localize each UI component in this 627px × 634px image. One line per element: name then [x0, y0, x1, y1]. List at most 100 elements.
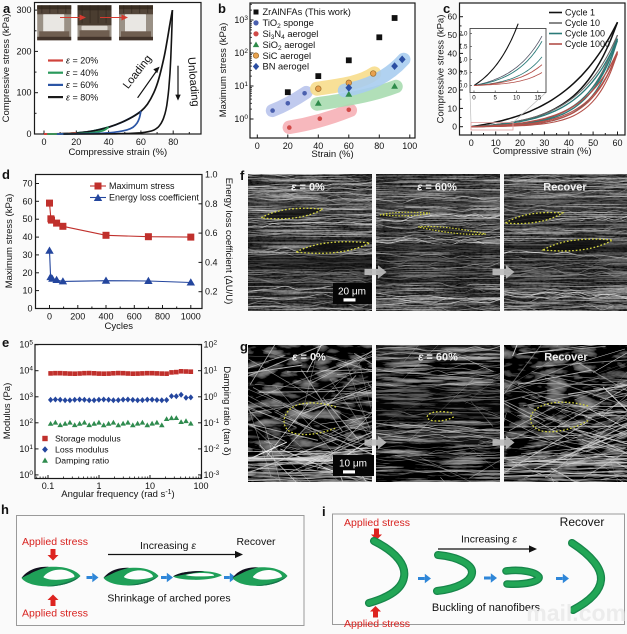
svg-text:Energy loss coefficient: Energy loss coefficient — [109, 193, 199, 203]
svg-text:Applied stress: Applied stress — [22, 608, 88, 620]
svg-text:SiC aerogel: SiC aerogel — [263, 51, 312, 61]
svg-text:Buckling of nanofibers: Buckling of nanofibers — [432, 602, 541, 614]
svg-text:30: 30 — [22, 250, 32, 260]
svg-text:Damping ratio: Damping ratio — [55, 456, 109, 466]
svg-text:Cycle 100: Cycle 100 — [565, 29, 605, 39]
svg-text:70: 70 — [22, 179, 32, 189]
svg-text:a: a — [3, 1, 11, 16]
svg-text:ZrAlNFAs (This work): ZrAlNFAs (This work) — [263, 7, 351, 17]
svg-text:5: 5 — [493, 95, 497, 102]
svg-text:Applied stress: Applied stress — [344, 618, 410, 629]
svg-text:Recover: Recover — [560, 515, 605, 529]
svg-text:300: 300 — [16, 5, 31, 15]
svg-text:Storage modulus: Storage modulus — [55, 434, 121, 444]
svg-text:1.0: 1.0 — [205, 170, 218, 180]
svg-text:600: 600 — [127, 312, 142, 322]
svg-text:Shrinkage of arched pores: Shrinkage of arched pores — [107, 593, 230, 605]
svg-text:20: 20 — [22, 268, 32, 278]
svg-text:0: 0 — [469, 138, 474, 148]
svg-text:100: 100 — [193, 481, 208, 491]
svg-text:0.2: 0.2 — [205, 287, 218, 297]
svg-text:Recover: Recover — [543, 182, 587, 194]
svg-text:mail.com: mail.com — [526, 600, 626, 626]
svg-text:d: d — [2, 167, 10, 182]
svg-text:Recover: Recover — [236, 536, 276, 548]
svg-text:0: 0 — [452, 122, 457, 132]
svg-text:100: 100 — [16, 88, 31, 98]
svg-text:Maximum stress (kPa): Maximum stress (kPa) — [4, 194, 15, 288]
svg-text:h: h — [1, 502, 9, 517]
svg-text:c: c — [443, 1, 450, 16]
svg-text:0: 0 — [41, 137, 46, 147]
svg-text:30: 30 — [448, 67, 458, 77]
svg-text:Cycle 10: Cycle 10 — [565, 18, 600, 28]
svg-text:Modulus (Pa): Modulus (Pa) — [2, 383, 13, 440]
svg-text:50: 50 — [22, 214, 32, 224]
svg-text:1.5: 1.5 — [459, 44, 468, 51]
svg-text:0.0: 0.0 — [459, 83, 468, 90]
svg-text:ε = 60%: ε = 60% — [66, 80, 98, 90]
svg-text:2.0: 2.0 — [459, 31, 468, 38]
svg-text:20: 20 — [283, 141, 293, 151]
svg-text:ε = 0%: ε = 0% — [292, 352, 326, 364]
svg-text:60: 60 — [22, 196, 32, 206]
svg-text:Applied stress: Applied stress — [22, 536, 88, 548]
svg-text:Maximum stress: Maximum stress — [109, 181, 175, 191]
svg-text:Angular frequency (rad s-1): Angular frequency (rad s-1) — [61, 489, 174, 501]
svg-text:10: 10 — [448, 103, 458, 113]
svg-text:Strain (%): Strain (%) — [311, 149, 353, 160]
svg-text:Compressive stress (kPa): Compressive stress (kPa) — [436, 15, 447, 124]
svg-text:Compressive strain (%): Compressive strain (%) — [493, 146, 592, 157]
svg-text:Increasing ε: Increasing ε — [140, 540, 196, 552]
svg-text:15: 15 — [534, 95, 541, 102]
svg-text:ε = 80%: ε = 80% — [66, 92, 98, 102]
svg-text:Compressive strain (%): Compressive strain (%) — [68, 147, 167, 158]
svg-text:50: 50 — [448, 30, 458, 40]
svg-text:0.1: 0.1 — [42, 481, 55, 491]
svg-text:BN aerogel: BN aerogel — [263, 62, 310, 72]
svg-text:80: 80 — [374, 141, 384, 151]
svg-text:100: 100 — [402, 141, 417, 151]
svg-text:60: 60 — [136, 137, 146, 147]
svg-text:40: 40 — [104, 137, 114, 147]
svg-text:0.5: 0.5 — [459, 70, 468, 77]
svg-text:800: 800 — [155, 312, 170, 322]
svg-text:200: 200 — [70, 312, 85, 322]
svg-text:Compressive stress (kPa): Compressive stress (kPa) — [1, 14, 12, 123]
svg-text:0.6: 0.6 — [205, 228, 218, 238]
svg-text:g: g — [240, 339, 248, 354]
svg-text:Increasing ε: Increasing ε — [461, 534, 517, 546]
svg-text:Recover: Recover — [544, 352, 588, 364]
svg-text:0: 0 — [27, 304, 32, 314]
svg-text:10 μm: 10 μm — [339, 459, 367, 470]
svg-text:40: 40 — [22, 232, 32, 242]
svg-text:ε = 60%: ε = 60% — [417, 182, 457, 194]
svg-text:Cycles: Cycles — [105, 321, 134, 332]
svg-text:e: e — [2, 335, 9, 350]
svg-text:80: 80 — [168, 137, 178, 147]
svg-text:b: b — [218, 1, 226, 16]
svg-text:f: f — [240, 168, 245, 183]
svg-text:200: 200 — [16, 46, 31, 56]
svg-text:Damping ratio (tan δ): Damping ratio (tan δ) — [221, 366, 232, 455]
svg-text:1.0: 1.0 — [459, 57, 468, 64]
svg-text:60: 60 — [612, 138, 622, 148]
svg-text:Maximum stress (kPa): Maximum stress (kPa) — [218, 23, 229, 117]
svg-text:400: 400 — [98, 312, 113, 322]
svg-text:10: 10 — [513, 95, 520, 102]
svg-text:10: 10 — [22, 286, 32, 296]
svg-text:0: 0 — [255, 141, 260, 151]
svg-text:40: 40 — [448, 48, 458, 58]
svg-text:0: 0 — [472, 95, 476, 102]
svg-text:0: 0 — [26, 129, 31, 139]
svg-text:20 μm: 20 μm — [338, 287, 366, 298]
svg-text:1000: 1000 — [181, 312, 201, 322]
svg-text:20: 20 — [71, 137, 81, 147]
svg-text:Energy loss coefficient (ΔU/U): Energy loss coefficient (ΔU/U) — [223, 178, 234, 305]
svg-text:20: 20 — [448, 85, 458, 95]
svg-text:i: i — [322, 504, 326, 519]
svg-text:ε = 0%: ε = 0% — [291, 182, 325, 194]
svg-text:0.4: 0.4 — [205, 257, 218, 267]
svg-text:0.8: 0.8 — [205, 199, 218, 209]
svg-text:ε = 20%: ε = 20% — [66, 56, 98, 66]
